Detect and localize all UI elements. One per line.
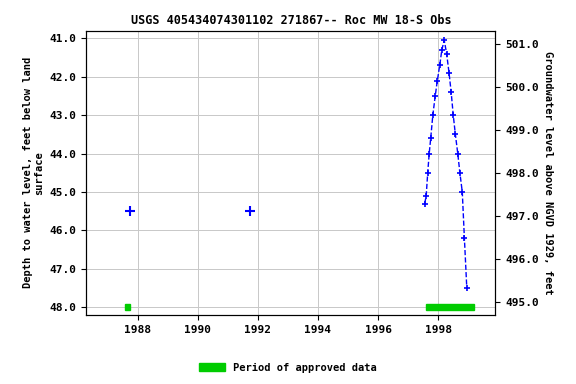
Bar bbox=[426, 304, 474, 310]
Y-axis label: Groundwater level above NGVD 1929, feet: Groundwater level above NGVD 1929, feet bbox=[543, 51, 553, 295]
Y-axis label: Depth to water level, feet below land
surface: Depth to water level, feet below land su… bbox=[22, 57, 44, 288]
Bar bbox=[126, 304, 130, 310]
Title: USGS 405434074301102 271867-- Roc MW 18-S Obs: USGS 405434074301102 271867-- Roc MW 18-… bbox=[131, 14, 451, 27]
Legend: Period of approved data: Period of approved data bbox=[195, 359, 381, 377]
